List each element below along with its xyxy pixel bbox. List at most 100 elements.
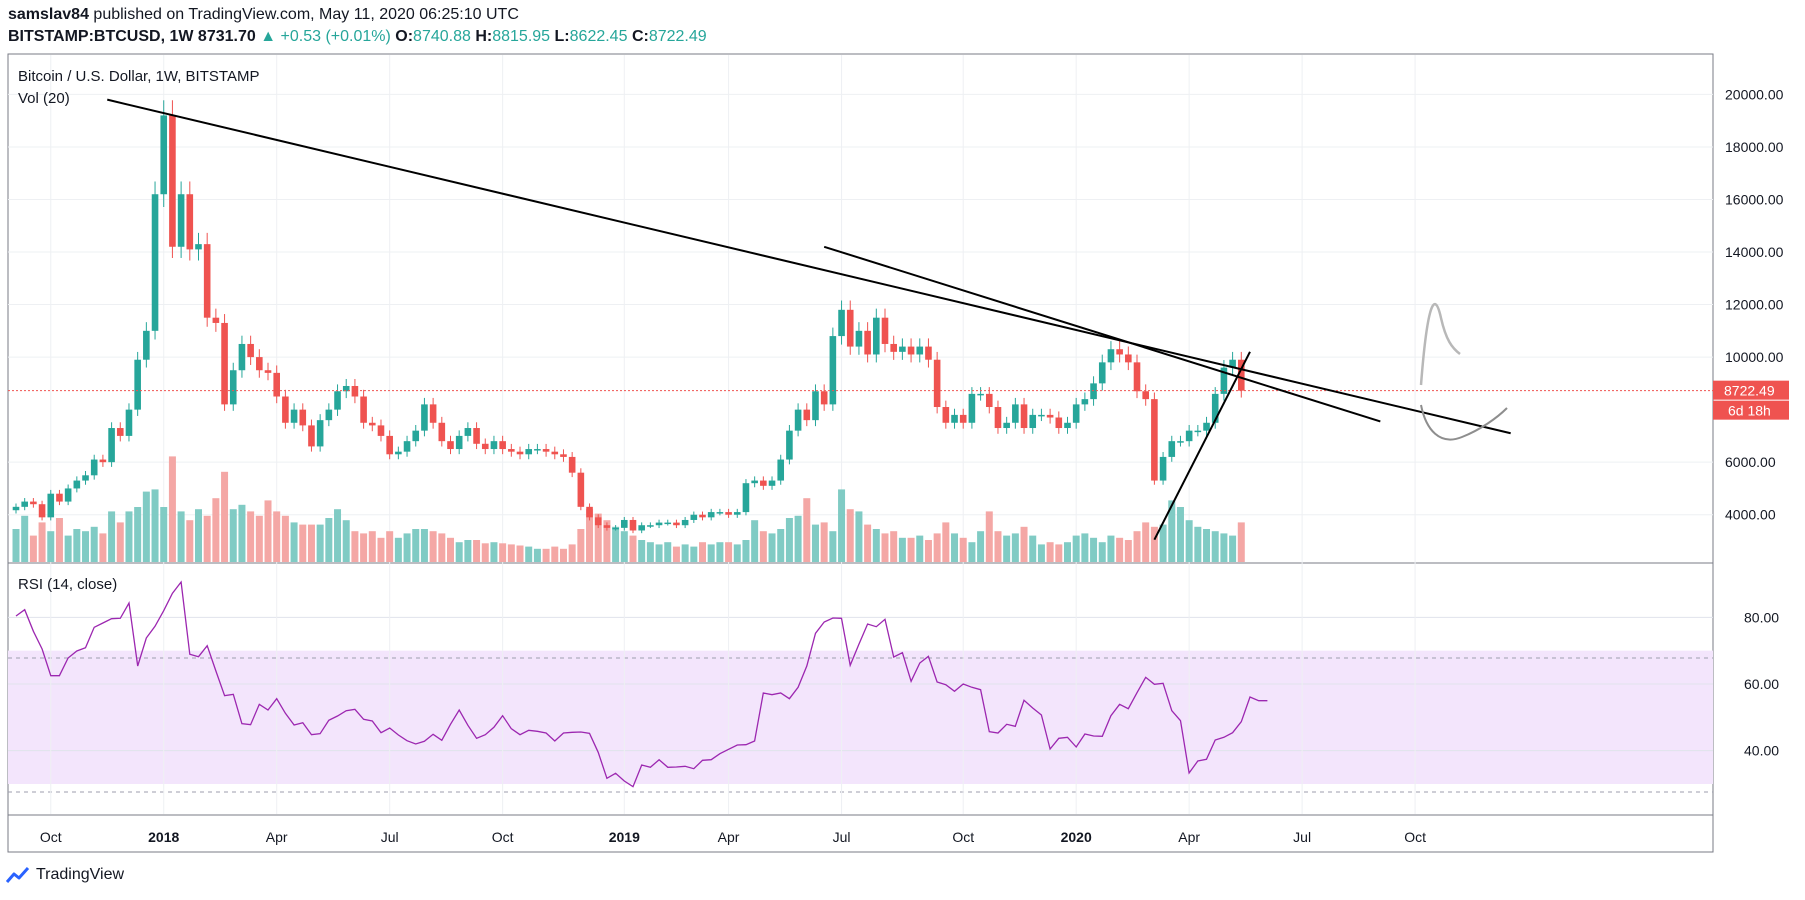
candle-body[interactable] [1116, 349, 1123, 355]
candle-body[interactable] [499, 441, 506, 450]
candle-body[interactable] [925, 346, 932, 360]
candle-body[interactable] [1020, 404, 1028, 429]
candle-body[interactable] [21, 501, 28, 507]
candle-body[interactable] [256, 357, 263, 371]
candle-body[interactable] [829, 336, 837, 405]
candle-body[interactable] [846, 309, 854, 347]
candle-body[interactable] [1090, 383, 1097, 400]
candle-body[interactable] [873, 317, 880, 355]
candle-body[interactable] [455, 435, 463, 450]
candle-body[interactable] [881, 317, 889, 344]
candle-body[interactable] [890, 343, 897, 352]
candle-body[interactable] [64, 488, 72, 502]
candle-body[interactable] [594, 517, 602, 526]
candle-body[interactable] [473, 428, 480, 444]
candle-body[interactable] [933, 359, 941, 408]
candle-body[interactable] [351, 385, 359, 397]
candle-body[interactable] [134, 359, 141, 410]
candle-body[interactable] [742, 483, 750, 513]
candle-body[interactable] [395, 451, 402, 455]
candle-body[interactable] [716, 512, 724, 514]
trendline[interactable] [1153, 351, 1251, 541]
candle-body[interactable] [273, 372, 280, 397]
candle-body[interactable] [812, 391, 819, 421]
candle-body[interactable] [38, 504, 46, 518]
candle-body[interactable] [438, 422, 446, 442]
candle-body[interactable] [169, 115, 176, 247]
candle-body[interactable] [560, 454, 567, 457]
candle-body[interactable] [481, 443, 489, 450]
candle-body[interactable] [90, 459, 98, 476]
candle-body[interactable] [116, 428, 124, 436]
candle-body[interactable] [1029, 414, 1037, 429]
candle-body[interactable] [1072, 404, 1080, 423]
candle-body[interactable] [308, 425, 315, 447]
candle-body[interactable] [342, 385, 350, 392]
candle-body[interactable] [429, 404, 437, 423]
candle-body[interactable] [751, 480, 758, 484]
candle-body[interactable] [629, 519, 637, 531]
candle-body[interactable] [47, 493, 55, 518]
candle-body[interactable] [942, 407, 950, 423]
candle-body[interactable] [1081, 399, 1089, 405]
candle-body[interactable] [186, 194, 194, 250]
candle-body[interactable] [1185, 430, 1193, 442]
candle-body[interactable] [838, 309, 845, 337]
candle-body[interactable] [325, 409, 333, 421]
candle-body[interactable] [1046, 414, 1054, 418]
candle-body[interactable] [1064, 422, 1071, 429]
candle-body[interactable] [1133, 362, 1141, 392]
candle-body[interactable] [299, 409, 307, 426]
candle-body[interactable] [82, 475, 89, 481]
candle-body[interactable] [916, 346, 924, 355]
candle-body[interactable] [1003, 422, 1010, 429]
candle-body[interactable] [855, 330, 863, 347]
candle-body[interactable] [1211, 393, 1219, 423]
candle-body[interactable] [334, 391, 341, 410]
candle-body[interactable] [1194, 430, 1202, 433]
candle-body[interactable] [1229, 359, 1236, 368]
candlesticks[interactable] [12, 100, 1245, 534]
candle-body[interactable] [1055, 417, 1063, 429]
candle-body[interactable] [221, 322, 228, 405]
projection-curve-down[interactable] [1420, 404, 1508, 441]
candle-body[interactable] [638, 525, 645, 531]
trendlines[interactable] [107, 98, 1511, 541]
candle-body[interactable] [386, 435, 393, 455]
candle-body[interactable] [647, 525, 654, 527]
candle-body[interactable] [699, 514, 706, 518]
candle-body[interactable] [612, 527, 619, 530]
candle-body[interactable] [1237, 359, 1245, 391]
candle-body[interactable] [777, 459, 785, 481]
candle-body[interactable] [160, 115, 168, 195]
candle-body[interactable] [586, 506, 593, 518]
candle-body[interactable] [412, 430, 420, 442]
candle-body[interactable] [1203, 422, 1210, 431]
candle-body[interactable] [1177, 441, 1184, 443]
candle-body[interactable] [603, 525, 611, 528]
candle-body[interactable] [151, 194, 159, 331]
candle-body[interactable] [508, 449, 515, 452]
candle-body[interactable] [290, 409, 298, 423]
candle-body[interactable] [803, 409, 811, 421]
candle-body[interactable] [690, 514, 698, 520]
trendline[interactable] [823, 245, 1381, 423]
candle-body[interactable] [977, 393, 984, 396]
candle-body[interactable] [1151, 399, 1158, 481]
candle-body[interactable] [768, 480, 776, 486]
candle-body[interactable] [664, 522, 672, 525]
candle-body[interactable] [195, 244, 202, 250]
candle-body[interactable] [959, 414, 967, 423]
candle-body[interactable] [1098, 362, 1106, 384]
footer-brand[interactable]: TradingView [6, 866, 124, 884]
candle-body[interactable] [421, 404, 428, 431]
candle-body[interactable] [316, 420, 324, 447]
candle-body[interactable] [621, 519, 628, 528]
candle-body[interactable] [403, 441, 411, 452]
candle-body[interactable] [238, 343, 246, 371]
candle-body[interactable] [447, 441, 454, 450]
candle-body[interactable] [1125, 354, 1132, 363]
candle-body[interactable] [760, 480, 767, 486]
candle-body[interactable] [229, 370, 237, 405]
